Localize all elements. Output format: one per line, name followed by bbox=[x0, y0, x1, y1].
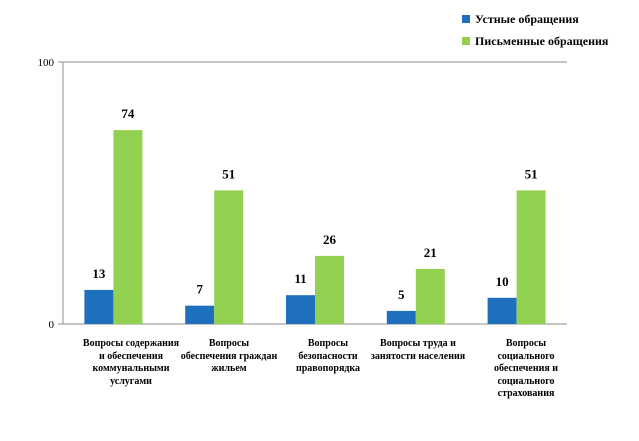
bar-written bbox=[516, 190, 546, 324]
legend-label-oral: Устные обращения bbox=[475, 11, 579, 26]
bar-oral bbox=[487, 297, 517, 324]
category-label: Вопросы обеспечения граждан жильем bbox=[180, 338, 278, 374]
data-label: 21 bbox=[424, 245, 437, 260]
bar-written bbox=[415, 268, 445, 324]
legend-item-oral: Устные обращения bbox=[462, 8, 608, 30]
data-label: 5 bbox=[398, 287, 405, 302]
bar-oral bbox=[185, 305, 215, 324]
data-label: 51 bbox=[525, 166, 538, 181]
category-label: Вопросы социального обеспечения и социал… bbox=[493, 338, 559, 399]
data-label: 51 bbox=[222, 166, 235, 181]
category-label: Вопросы содержания и обеспечения коммуна… bbox=[82, 338, 180, 387]
data-label: 10 bbox=[496, 274, 509, 289]
bar-oral bbox=[386, 310, 416, 324]
legend: Устные обращения Письменные обращения bbox=[462, 8, 608, 52]
bar-oral bbox=[84, 289, 114, 324]
category-label: Вопросы труда и занятости населения bbox=[370, 338, 466, 362]
y-tick-label-min: 0 bbox=[49, 319, 55, 331]
legend-swatch-oral bbox=[462, 15, 470, 23]
data-label: 26 bbox=[323, 232, 337, 247]
legend-item-written: Письменные обращения bbox=[462, 30, 608, 52]
legend-label-written: Письменные обращения bbox=[475, 33, 609, 48]
data-label: 74 bbox=[121, 106, 135, 121]
data-label: 13 bbox=[92, 266, 106, 281]
y-tick-label-max: 100 bbox=[38, 57, 55, 69]
data-label: 11 bbox=[294, 271, 306, 286]
legend-swatch-written bbox=[462, 37, 470, 45]
bar-written bbox=[214, 190, 244, 324]
category-label: Вопросы безопасности правопорядка bbox=[295, 338, 361, 374]
bar-written bbox=[113, 130, 143, 324]
bar-written bbox=[315, 255, 344, 324]
bar-oral bbox=[286, 295, 315, 324]
data-label: 7 bbox=[196, 282, 203, 297]
